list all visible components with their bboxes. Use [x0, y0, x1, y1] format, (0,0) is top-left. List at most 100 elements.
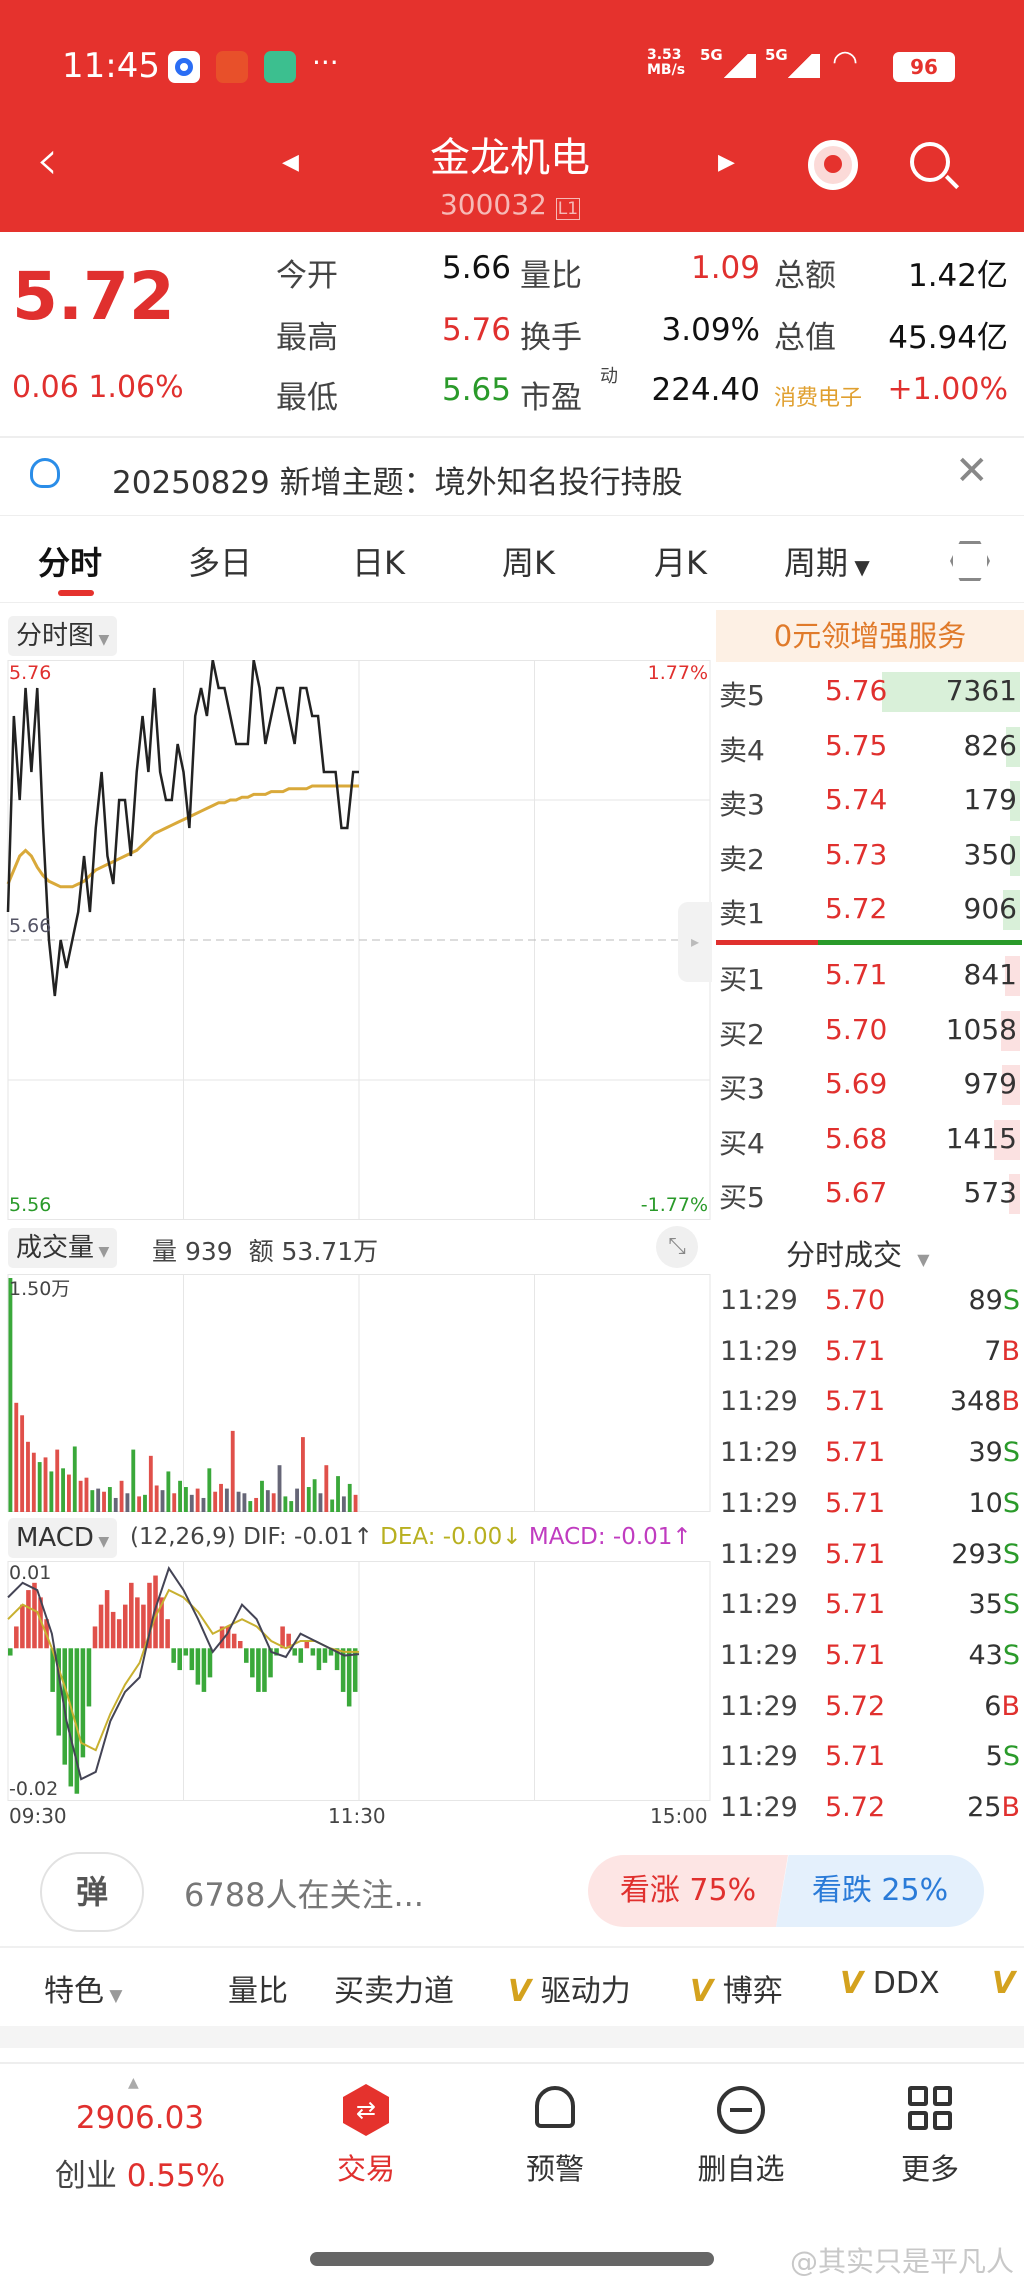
index-change[interactable]: 创业 0.55% [40, 2150, 240, 2195]
book-price: 5.68 [825, 1121, 888, 1155]
search-icon[interactable] [910, 142, 950, 182]
prev-stock-button[interactable]: ◀ [282, 150, 299, 175]
status-time: 11:45 [62, 46, 160, 86]
volume-readout: 量 939 额 53.71万 [152, 1232, 378, 1268]
index-value[interactable]: 2906.03 [75, 2100, 205, 2136]
feature-more[interactable]: V [992, 1966, 1015, 2001]
chart-type-selector[interactable]: 分时图 ▼ [8, 616, 118, 656]
macd-y-top: 0.01 [9, 1562, 52, 1584]
macd-histogram-bar [340, 1648, 346, 1692]
intraday-price-chart[interactable] [0, 660, 712, 1222]
next-stock-button[interactable]: ▶ [718, 150, 735, 175]
macd-histogram-bar [352, 1648, 358, 1692]
danmu-toggle-button[interactable]: 弹 [40, 1852, 144, 1932]
last-price: 5.72 [12, 258, 175, 335]
quote-value: +1.00% [887, 372, 1008, 407]
depth-bar [1003, 890, 1020, 930]
collapse-orderbook-handle[interactable]: ▸ [678, 902, 712, 982]
dea-line [7, 1588, 359, 1752]
trade-price: 5.71 [825, 1335, 886, 1367]
trade-row: 11:29 5.71 35S [716, 1589, 1024, 1629]
macd-histogram-bar [153, 1575, 158, 1649]
trade-row: 11:29 5.72 25B [716, 1792, 1024, 1832]
macd-histogram-bar [171, 1648, 176, 1663]
nav-trade[interactable]: 交易 [336, 2152, 395, 2186]
expand-up-icon[interactable]: ▲ [128, 2075, 139, 2091]
trade-volume: 6B [984, 1691, 1020, 1722]
trade-qty: 6 [984, 1690, 1002, 1722]
trade-row: 11:29 5.71 348B [716, 1386, 1024, 1426]
tab-multi-day[interactable]: 多日 [188, 544, 253, 582]
tab-intraday[interactable]: 分时 [38, 544, 103, 582]
watermark: @其实只是平凡人 [790, 2245, 1015, 2278]
macd-histogram-bar [322, 1648, 328, 1663]
feature-volume-ratio[interactable]: 量比 [228, 1974, 288, 2009]
trade-price: 5.72 [825, 1690, 886, 1722]
quote-value: 5.65 [441, 372, 511, 408]
battery-indicator: 96 [893, 52, 955, 82]
promo-banner[interactable]: 0元领增强服务 [716, 610, 1024, 662]
macd-histogram-bar [292, 1648, 297, 1656]
trade-volume: 7B [984, 1336, 1020, 1367]
tab-period[interactable]: 周期 ▼ [784, 538, 870, 584]
volume-bar [125, 1493, 130, 1512]
macd-histogram-bar [207, 1648, 213, 1678]
trade-icon: ⇄ [343, 2084, 389, 2136]
chevron-down-icon: ▼ [94, 1244, 110, 1260]
trade-time: 11:29 [720, 1792, 798, 1823]
volume-bar [213, 1491, 218, 1512]
trade-price: 5.71 [825, 1386, 886, 1418]
trade-price: 5.71 [825, 1538, 886, 1570]
nav-remove-watchlist[interactable]: 删自选 [697, 2152, 785, 2186]
y-label-top: 5.76 [9, 662, 52, 684]
nav-alert[interactable]: 预警 [525, 2152, 584, 2186]
tab-daily-k[interactable]: 日K [352, 544, 405, 582]
tab-monthly-k[interactable]: 月K [654, 544, 707, 582]
bearish-vote-button[interactable]: 看跌 25% [776, 1855, 984, 1927]
macd-histogram-bar [274, 1648, 279, 1656]
index-percent: 0.55% [126, 2158, 226, 2194]
trades-header[interactable]: 分时成交 ▼ [786, 1232, 930, 1274]
volume-bar [324, 1465, 329, 1512]
bell-icon [535, 2086, 575, 2128]
active-tab-indicator [58, 590, 94, 596]
trade-time: 11:29 [720, 1690, 798, 1722]
volume-bar [166, 1471, 171, 1512]
macd-histogram-bar [334, 1648, 340, 1671]
bullish-vote-button[interactable]: 看涨 75% [588, 1855, 788, 1927]
nav-more[interactable]: 更多 [900, 2152, 959, 2186]
trade-qty: 39 [968, 1437, 1003, 1469]
feature-menu-button[interactable]: 特色 ▼ [44, 1966, 122, 2010]
book-price: 5.67 [825, 1176, 888, 1209]
feature-driving-force[interactable]: V 驱动力 [508, 1966, 631, 2010]
notice-text[interactable]: 20250829 新增主题：境外知名投行持股 [112, 465, 683, 501]
expand-icon[interactable]: ⤡ [656, 1226, 698, 1268]
book-price: 5.76 [825, 674, 888, 707]
macd-histogram-bar [8, 1648, 13, 1656]
volume-value: 量 939 [152, 1237, 233, 1266]
volume-bar [113, 1497, 118, 1512]
macd-histogram-bar [50, 1648, 55, 1692]
home-indicator[interactable] [310, 2252, 714, 2266]
feature-buy-sell-force[interactable]: 买卖力道 [334, 1974, 454, 2009]
dif-line [7, 1566, 360, 1781]
tab-weekly-k[interactable]: 周K [502, 544, 555, 582]
volume-indicator-selector[interactable]: 成交量 ▼ [8, 1228, 118, 1268]
close-notice-button[interactable]: ✕ [955, 448, 989, 494]
back-button[interactable]: ‹ [36, 128, 59, 193]
book-price: 5.71 [825, 958, 888, 991]
macd-value: MACD: -0.01↑ [528, 1524, 692, 1550]
mascot-icon[interactable] [808, 140, 858, 190]
trade-row: 11:29 5.71 7B [716, 1336, 1024, 1376]
macd-histogram-bar [86, 1648, 92, 1707]
macd-indicator-selector[interactable]: MACD ▼ [8, 1518, 118, 1558]
volume-bar [330, 1499, 335, 1512]
feature-ddx[interactable]: V DDX [840, 1966, 940, 2001]
volume-bar [283, 1496, 288, 1512]
settings-hexagon-icon[interactable] [950, 541, 990, 581]
feature-game[interactable]: V 博弈 [690, 1966, 783, 2010]
vip-icon: V [992, 1966, 1016, 2001]
price-change: 0.06 1.06% [12, 370, 184, 405]
macd-histogram-bar [177, 1648, 182, 1671]
volume-bar [189, 1494, 194, 1512]
